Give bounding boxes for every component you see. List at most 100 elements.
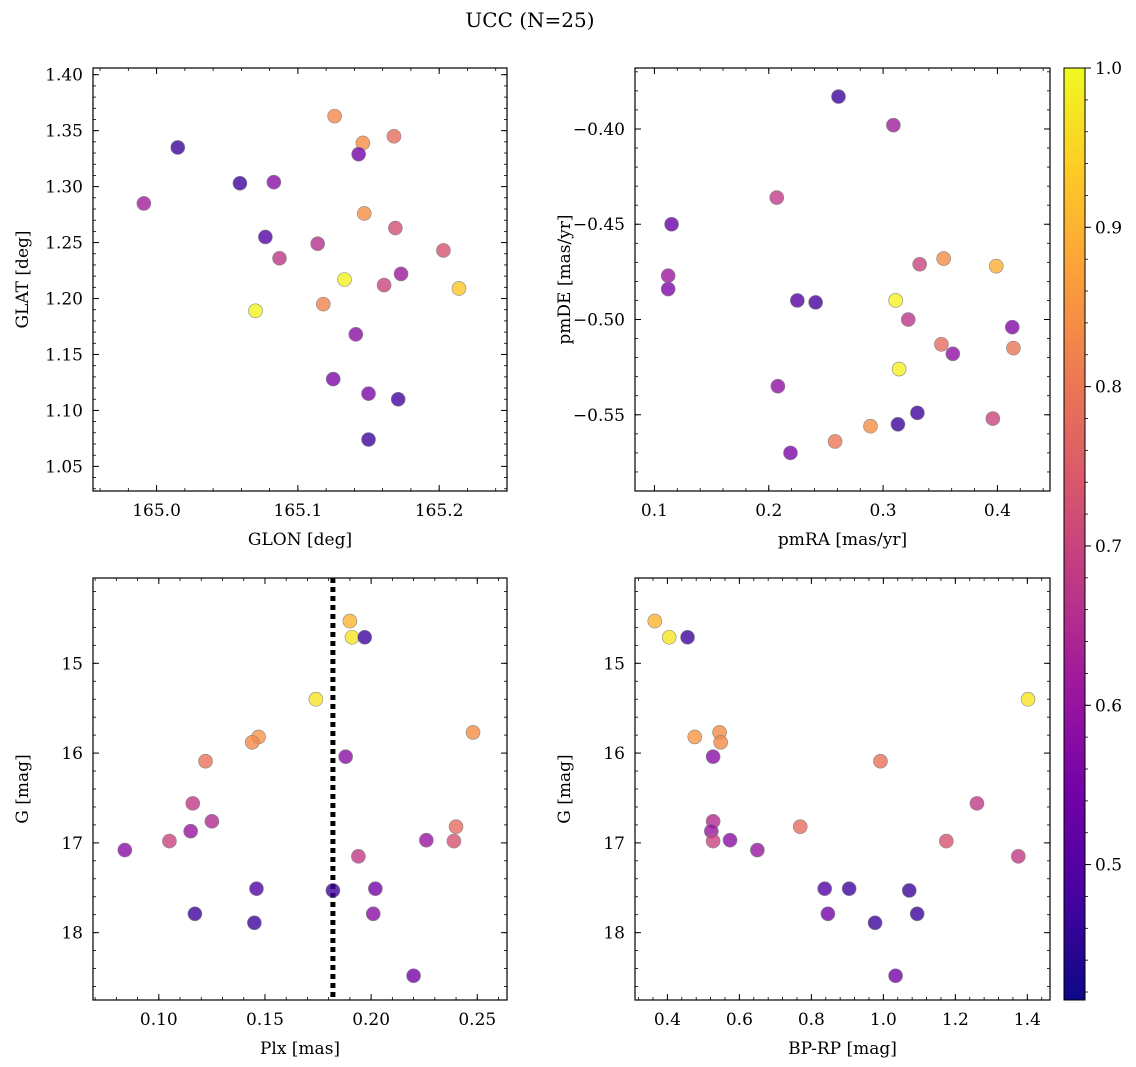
data-point (909, 906, 925, 922)
x-tick-label: 0.1 (641, 501, 668, 521)
data-point (365, 906, 381, 922)
panel-pmra-pmde: 0.1 0.2 0.3 0.4 −0.55 −0.50 −0.45 −0.40 pmRA [ma… (555, 67, 1051, 550)
y-tick-label: 1.15 (45, 345, 83, 365)
data-point (338, 749, 353, 764)
x-tick-label: 0.20 (352, 1010, 390, 1030)
plot-frame (92, 577, 508, 1001)
plot-frame (634, 67, 1051, 492)
x-tick-label: 0.4 (654, 1010, 681, 1030)
data-point (910, 405, 925, 421)
data-point (873, 753, 888, 769)
data-point (162, 833, 177, 849)
y-tick-label: 1.05 (45, 457, 83, 477)
data-point (891, 361, 907, 377)
data-point (969, 796, 985, 811)
data-point (361, 386, 376, 401)
x-tick-label: 0.8 (798, 1010, 825, 1030)
data-point (247, 915, 262, 931)
data-point (660, 268, 676, 283)
data-point (198, 753, 213, 769)
data-point (348, 327, 364, 342)
data-point (386, 128, 402, 144)
data-point (863, 418, 878, 434)
data-point (308, 691, 324, 707)
data-point (393, 266, 409, 282)
data-point (867, 915, 883, 931)
data-point (790, 293, 805, 308)
data-point (187, 906, 203, 922)
data-point (985, 411, 1001, 426)
data-point (183, 823, 198, 839)
data-point (249, 881, 264, 896)
y-tick-label: 1.40 (45, 66, 83, 86)
data-point (325, 883, 341, 898)
y-tick-label: 18 (603, 924, 625, 944)
data-point (647, 613, 663, 629)
data-point (1004, 319, 1020, 335)
data-point (136, 196, 152, 211)
x-tick-label: 165.1 (274, 501, 323, 521)
data-point (945, 346, 961, 362)
data-point (912, 256, 927, 272)
y-tick-label: 1.30 (45, 178, 83, 198)
x-tick-label: 0.15 (246, 1010, 284, 1030)
data-point (783, 445, 798, 461)
data-point (266, 174, 282, 190)
data-point (117, 842, 133, 858)
colorbar-tick-label: 0.5 (1095, 856, 1122, 876)
data-point (388, 220, 403, 236)
data-point (342, 613, 358, 629)
data-point (272, 250, 287, 266)
data-point (664, 216, 679, 232)
data-point (939, 833, 954, 849)
figure-title: UCC (N=25) (465, 8, 595, 32)
data-point (1020, 691, 1036, 707)
colorbar-tick-label: 0.7 (1095, 537, 1122, 557)
data-point (934, 336, 949, 352)
panel-plx-g: 0.10 0.15 0.20 0.25 15 16 17 18 Plx [mas] G [mag] (13, 577, 508, 1059)
y-tick-label: 1.20 (45, 290, 83, 310)
data-point (376, 277, 392, 293)
x-tick-label: 1.4 (1014, 1010, 1041, 1030)
y-axis-label: pmDE [mas/yr] (555, 214, 575, 344)
data-point (204, 814, 220, 829)
data-point (705, 749, 721, 764)
x-tick-label: 0.4 (984, 501, 1011, 521)
data-point (361, 432, 376, 447)
x-axis-label: BP-RP [mag] (788, 1039, 897, 1059)
data-point (888, 293, 903, 308)
data-point (680, 629, 695, 645)
y-tick-label: 18 (61, 924, 83, 944)
x-tick-label: 0.6 (726, 1010, 753, 1030)
data-point (886, 117, 901, 133)
data-point (936, 251, 951, 266)
data-point (831, 89, 846, 104)
data-point (419, 832, 434, 848)
data-point (337, 272, 352, 287)
data-point (901, 883, 917, 898)
data-point (448, 819, 464, 835)
y-axis-label: G [mag] (13, 754, 33, 823)
data-point (661, 629, 677, 645)
data-point (327, 108, 342, 124)
data-point (841, 881, 857, 896)
data-point (687, 729, 703, 745)
y-tick-label: 15 (61, 654, 83, 674)
data-point (351, 146, 366, 162)
data-point (900, 312, 916, 327)
y-axis-label: G [mag] (555, 754, 575, 823)
data-point (465, 725, 481, 740)
data-point (356, 206, 372, 221)
data-point (406, 968, 421, 984)
data-point (248, 303, 263, 319)
data-point (820, 906, 836, 922)
y-tick-label: −0.40 (573, 120, 625, 140)
data-point (1011, 849, 1026, 864)
data-point (890, 417, 906, 432)
x-tick-label: 165.2 (415, 501, 464, 521)
colorbar: 0.5 0.6 0.7 0.8 0.9 1.0 (1063, 59, 1122, 1001)
colorbar-tick-label: 1.0 (1095, 59, 1122, 79)
data-point (1006, 340, 1021, 356)
colorbar-tick-label: 0.8 (1095, 378, 1122, 398)
